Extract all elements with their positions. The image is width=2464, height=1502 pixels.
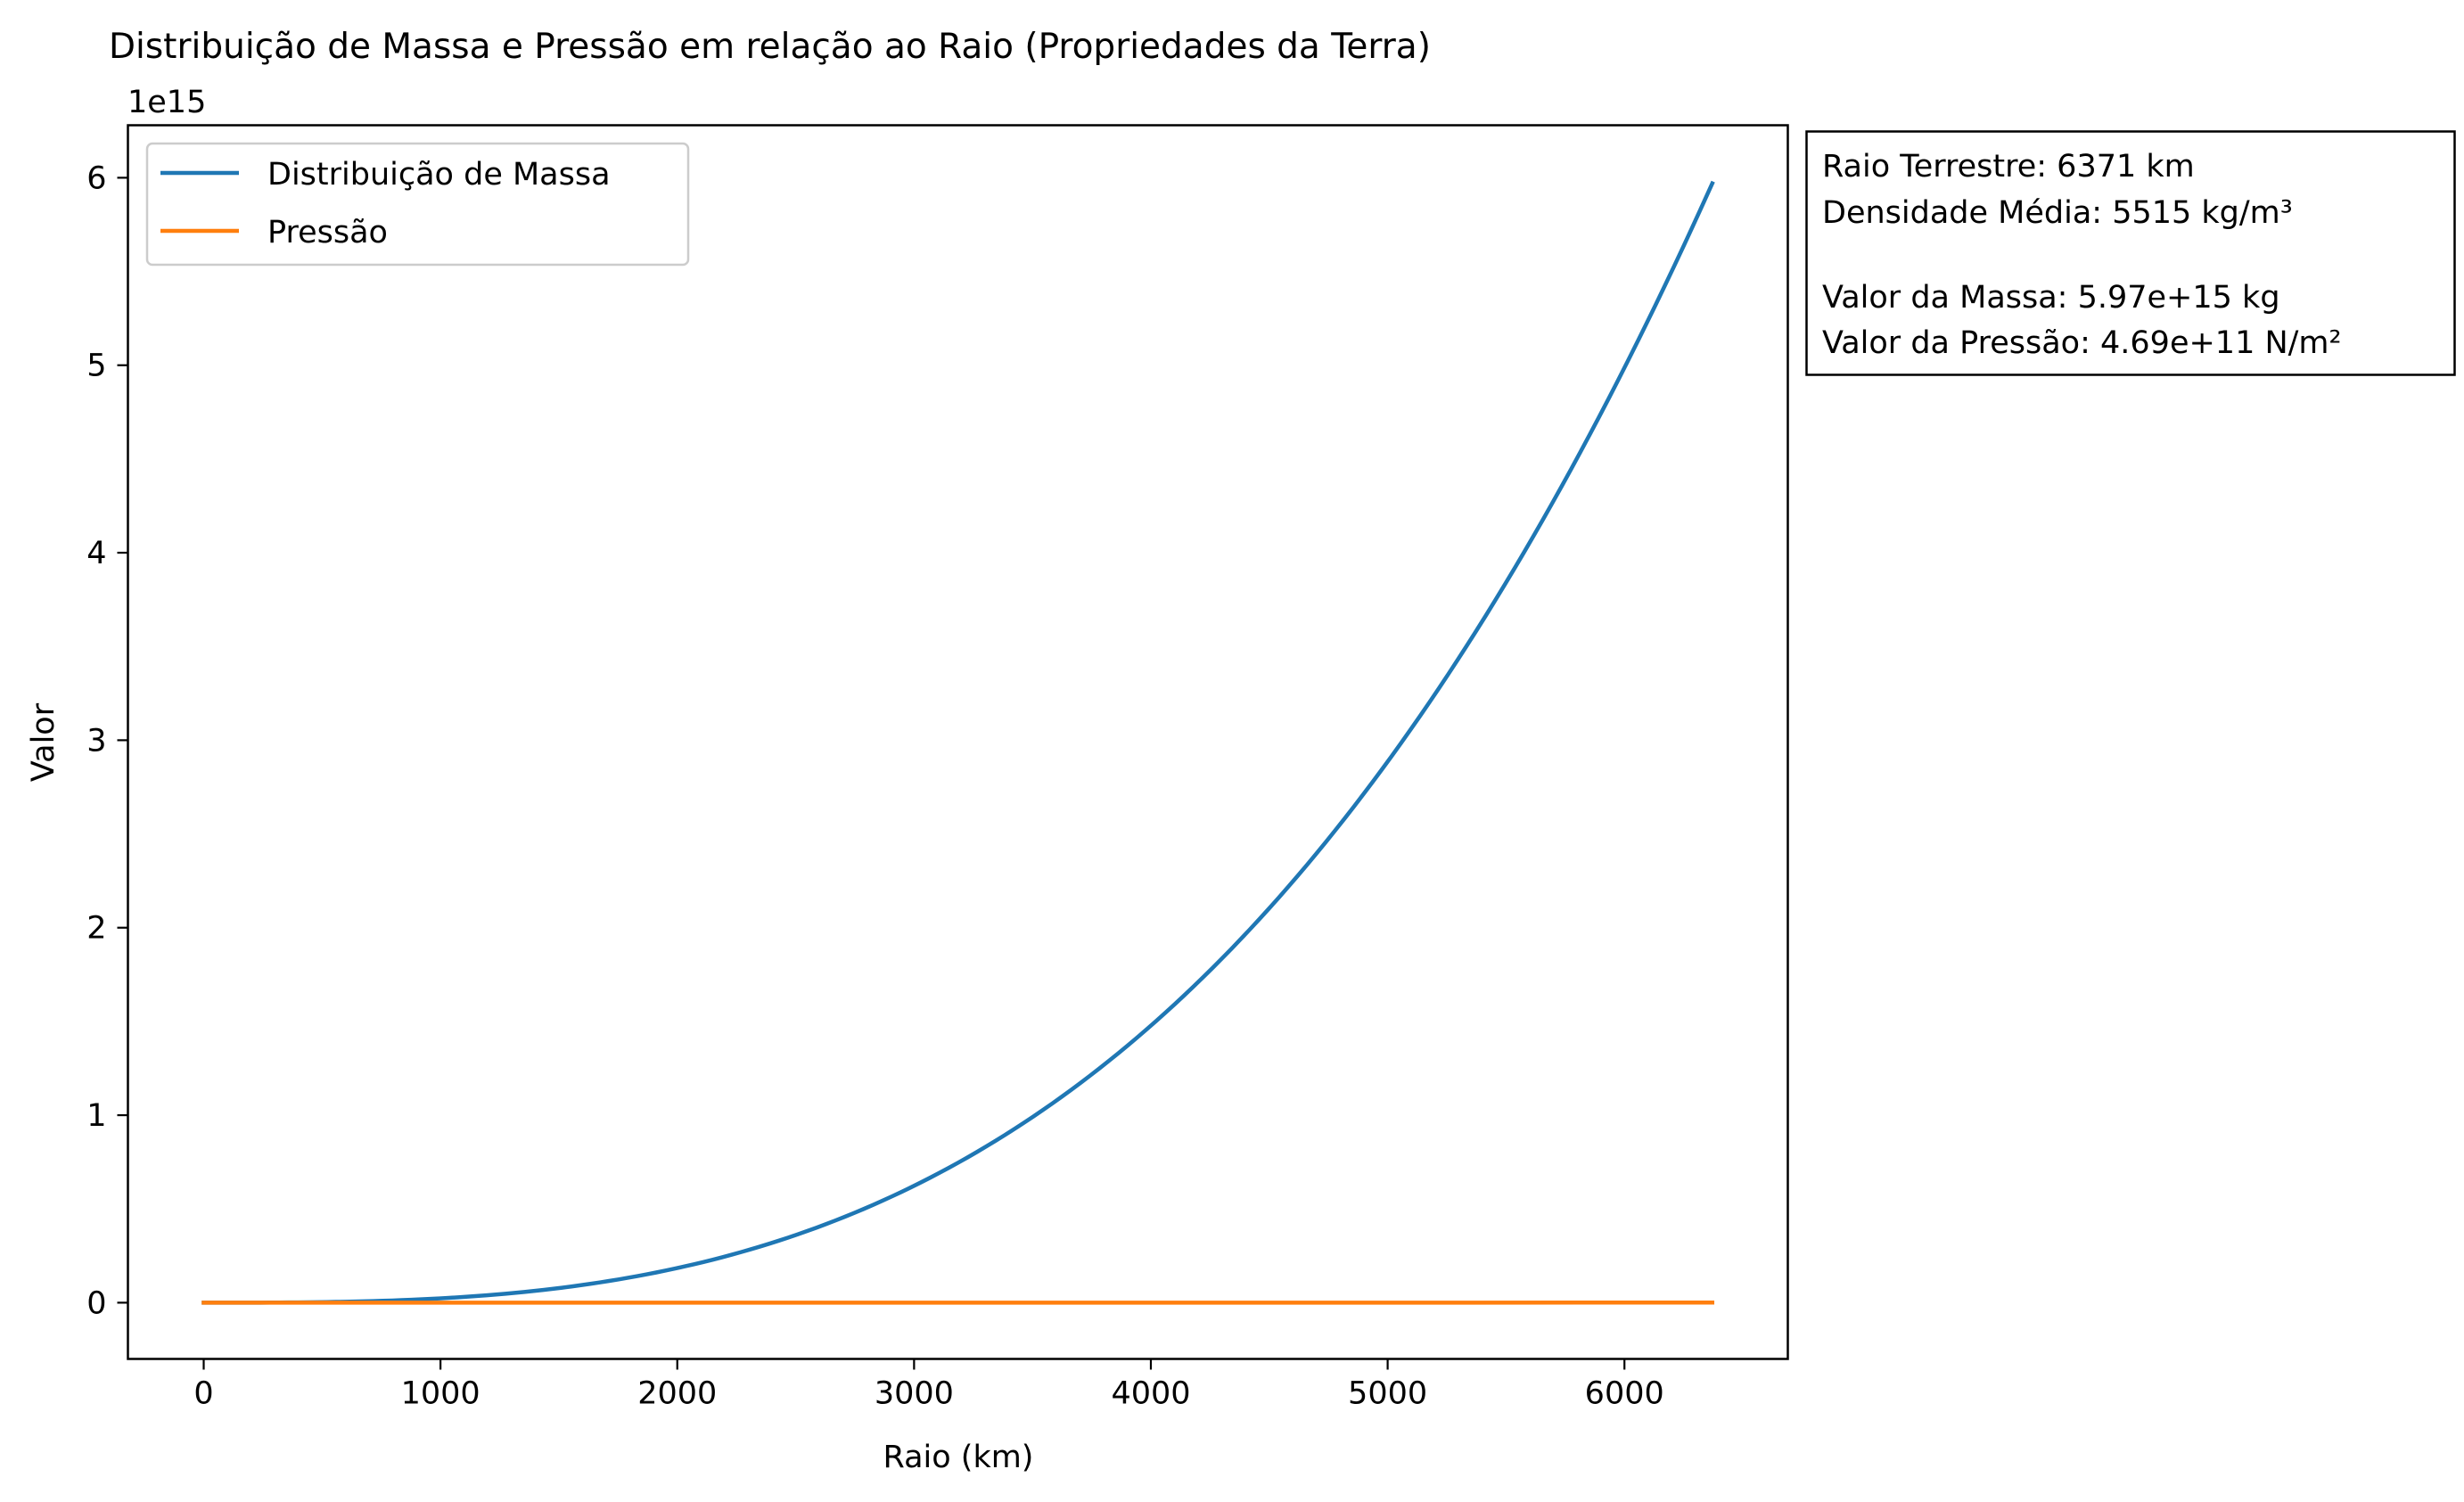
info-pressure-value: Valor da Pressão: 4.69e+11 N/m²	[1822, 325, 2342, 361]
y-tick-label: 1	[86, 1098, 106, 1134]
x-tick-label: 1000	[401, 1376, 480, 1412]
legend-label-pressao: Pressão	[267, 215, 388, 250]
y-tick-label: 2	[86, 911, 106, 947]
x-tick-label: 2000	[637, 1376, 717, 1412]
legend: Distribuição de Massa Pressão	[145, 142, 690, 267]
x-tick-label: 5000	[1348, 1376, 1427, 1412]
info-box: Raio Terrestre: 6371 km Densidade Média:…	[1805, 130, 2456, 376]
x-tick-label: 6000	[1585, 1376, 1664, 1412]
y-tick-label: 0	[86, 1285, 106, 1321]
x-axis-label: Raio (km)	[883, 1440, 1034, 1475]
plot-area-frame	[127, 124, 1789, 1360]
y-axis-ticks: 0 1 2 3 4 5 6	[86, 160, 128, 1321]
legend-box	[145, 142, 690, 267]
series-lines	[201, 180, 1715, 1305]
legend-label-massa: Distribuição de Massa	[267, 157, 611, 193]
y-axis-label: Valor	[26, 702, 62, 782]
y-tick-label: 3	[86, 723, 106, 759]
y-tick-label: 5	[86, 349, 106, 384]
info-earth-radius: Raio Terrestre: 6371 km	[1822, 149, 2195, 185]
info-box-frame	[1805, 130, 2456, 376]
y-axis-offset-label: 1e15	[127, 85, 206, 120]
y-tick-label: 6	[86, 160, 106, 196]
series-line-massa	[201, 180, 1715, 1305]
x-tick-label: 4000	[1111, 1376, 1190, 1412]
info-mass-value: Valor da Massa: 5.97e+15 kg	[1822, 280, 2280, 316]
chart-title: Distribuição de Massa e Pressão em relaç…	[109, 27, 1431, 67]
x-tick-label: 3000	[875, 1376, 954, 1412]
x-axis-ticks: 0 1000 2000 3000 4000 5000 6000	[193, 1358, 1664, 1412]
x-tick-label: 0	[193, 1376, 213, 1412]
info-mean-density: Densidade Média: 5515 kg/m³	[1822, 195, 2293, 231]
y-tick-label: 4	[86, 536, 106, 571]
